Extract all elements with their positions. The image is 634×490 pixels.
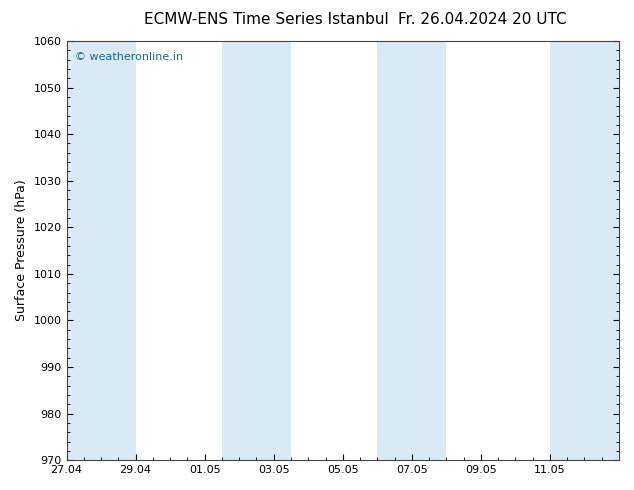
Text: Fr. 26.04.2024 20 UTC: Fr. 26.04.2024 20 UTC [398, 12, 566, 27]
Text: ECMW-ENS Time Series Istanbul: ECMW-ENS Time Series Istanbul [144, 12, 389, 27]
Text: © weatheronline.in: © weatheronline.in [75, 51, 183, 62]
Bar [377, 41, 446, 460]
Bar [550, 41, 619, 460]
Bar [67, 41, 136, 460]
Y-axis label: Surface Pressure (hPa): Surface Pressure (hPa) [15, 180, 28, 321]
Bar [222, 41, 291, 460]
